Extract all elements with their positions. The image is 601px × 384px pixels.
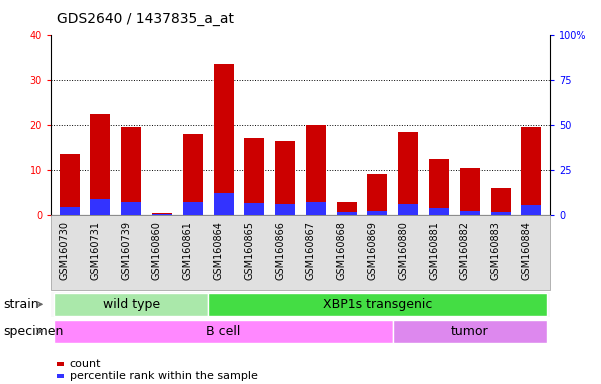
Bar: [398, 132, 418, 215]
Bar: [337, 202, 357, 215]
Text: GSM160869: GSM160869: [367, 221, 377, 280]
Bar: [275, 141, 295, 215]
Text: GSM160739: GSM160739: [121, 221, 131, 280]
Text: GDS2640 / 1437835_a_at: GDS2640 / 1437835_a_at: [57, 12, 234, 25]
Bar: [213, 194, 234, 215]
Text: GSM160868: GSM160868: [337, 221, 347, 280]
Text: GSM160730: GSM160730: [59, 221, 70, 280]
Text: GSM160883: GSM160883: [490, 221, 501, 280]
Bar: [152, 214, 172, 215]
Bar: [183, 134, 203, 215]
Bar: [59, 207, 79, 215]
Bar: [429, 208, 449, 215]
Text: GSM160866: GSM160866: [275, 221, 285, 280]
Bar: [306, 202, 326, 215]
Text: percentile rank within the sample: percentile rank within the sample: [70, 371, 258, 381]
Text: GSM160880: GSM160880: [398, 221, 408, 280]
Bar: [337, 212, 357, 215]
Bar: [213, 64, 234, 215]
Text: B cell: B cell: [206, 325, 241, 338]
Text: GSM160864: GSM160864: [213, 221, 224, 280]
Bar: [121, 127, 141, 215]
Text: GSM160867: GSM160867: [306, 221, 316, 280]
Text: GSM160861: GSM160861: [183, 221, 193, 280]
Bar: [306, 125, 326, 215]
Bar: [490, 188, 511, 215]
Text: tumor: tumor: [451, 325, 489, 338]
Bar: [90, 114, 111, 215]
Bar: [90, 199, 111, 215]
Bar: [429, 159, 449, 215]
Bar: [490, 212, 511, 215]
Text: XBP1s transgenic: XBP1s transgenic: [323, 298, 432, 311]
Text: GSM160881: GSM160881: [429, 221, 439, 280]
Text: wild type: wild type: [103, 298, 160, 311]
Bar: [522, 205, 542, 215]
Bar: [398, 204, 418, 215]
Text: count: count: [70, 359, 101, 369]
Bar: [275, 204, 295, 215]
Bar: [367, 174, 388, 215]
Text: GSM160884: GSM160884: [522, 221, 531, 280]
Text: specimen: specimen: [3, 325, 63, 338]
Bar: [121, 202, 141, 215]
Bar: [244, 203, 264, 215]
Bar: [460, 210, 480, 215]
Bar: [460, 168, 480, 215]
Bar: [152, 213, 172, 215]
Bar: [183, 202, 203, 215]
Text: GSM160882: GSM160882: [460, 221, 470, 280]
Text: GSM160860: GSM160860: [152, 221, 162, 280]
Text: GSM160731: GSM160731: [90, 221, 100, 280]
Bar: [244, 138, 264, 215]
Text: strain: strain: [3, 298, 38, 311]
Bar: [522, 127, 542, 215]
Bar: [59, 154, 79, 215]
Bar: [367, 212, 388, 215]
Text: GSM160865: GSM160865: [245, 221, 254, 280]
